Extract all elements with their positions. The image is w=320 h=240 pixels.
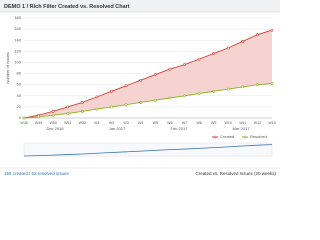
legend-marker: [243, 135, 247, 139]
x-tick-label: W10: [225, 121, 232, 125]
point: [80, 101, 84, 104]
y-tick-label: 40: [17, 93, 22, 98]
point: [153, 73, 157, 77]
point: [66, 112, 70, 115]
x-tick-label: W51: [64, 121, 71, 125]
x-tick-label: W7: [182, 121, 187, 125]
point: [80, 109, 84, 113]
series-line: [23, 83, 273, 119]
y-tick-label: 140: [14, 37, 21, 42]
point: [95, 95, 99, 99]
point: [110, 105, 113, 109]
x-tick-label: W8: [196, 121, 201, 125]
x-tick-label: W5: [153, 121, 158, 125]
y-tick-label: 20: [17, 104, 22, 109]
point: [124, 84, 128, 88]
x-tick-label: W4: [138, 121, 143, 125]
point: [168, 67, 172, 71]
x-tick-label: W2: [109, 121, 114, 125]
x-tick-label: W6: [167, 121, 172, 125]
point: [256, 83, 259, 87]
y-tick-label: 160: [14, 26, 21, 31]
point: [241, 85, 245, 89]
point: [153, 98, 157, 102]
x-tick-label: W1: [94, 121, 99, 125]
x-tick-label: W12: [254, 121, 261, 125]
navigator-line: [23, 144, 273, 157]
point: [51, 113, 55, 117]
series-line: [23, 29, 273, 119]
point: [124, 103, 128, 107]
gadget: DEMO 1 / Rich Filter Created vs. Resolve…: [0, 0, 280, 176]
point: [22, 116, 26, 120]
x-group-label: Feb 2017: [171, 126, 189, 131]
x-group-label: Jan 2017: [109, 126, 126, 131]
y-axis-title: Number of Issues: [5, 52, 10, 83]
point: [197, 57, 201, 61]
point: [37, 115, 40, 119]
footer-right: Created vs. Resolved Issues (20 weeks): [195, 171, 276, 176]
point: [139, 101, 143, 104]
x-tick-label: W50: [49, 121, 56, 125]
point: [226, 46, 230, 50]
point: [110, 89, 113, 93]
navigator-frame: [23, 142, 273, 157]
point: [66, 105, 70, 109]
x-tick-label: W11: [239, 121, 246, 125]
y-tick-label: 100: [14, 60, 21, 65]
point: [95, 107, 99, 111]
x-tick-label: W13: [268, 121, 275, 125]
y-tick-label: 60: [17, 82, 22, 87]
x-tick-label: W3: [123, 121, 128, 125]
header-bar: [0, 0, 280, 12]
x-tick-label: W49: [35, 121, 42, 125]
point: [212, 52, 216, 55]
point: [197, 92, 201, 95]
point: [139, 78, 143, 82]
point: [212, 89, 216, 93]
x-tick-label: W48: [20, 121, 27, 125]
point: [270, 28, 274, 32]
chart-title: DEMO 1 / Rich Filter Created vs. Resolve…: [4, 4, 130, 10]
y-tick-label: 0: [19, 115, 22, 120]
legend-label: Created: [220, 134, 234, 139]
y-tick-label: 80: [17, 71, 22, 76]
point: [241, 39, 245, 43]
point: [51, 109, 55, 113]
footer-left: 158 created / 62 resolved issues: [4, 171, 70, 176]
x-group-label: Mar 2017: [233, 126, 251, 131]
point: [183, 94, 186, 98]
point: [256, 33, 259, 37]
x-tick-label: W52: [79, 121, 86, 125]
point: [226, 87, 230, 91]
x-tick-label: W9: [211, 121, 216, 125]
y-tick-label: 180: [14, 15, 21, 20]
point: [183, 63, 186, 67]
area-between: [24, 30, 272, 118]
y-tick-label: 120: [14, 48, 21, 53]
point: [270, 82, 274, 85]
x-group-label: Dec 2016: [46, 126, 64, 131]
point: [168, 96, 172, 100]
legend-label: Resolved: [250, 134, 267, 139]
legend-marker: [213, 135, 217, 139]
